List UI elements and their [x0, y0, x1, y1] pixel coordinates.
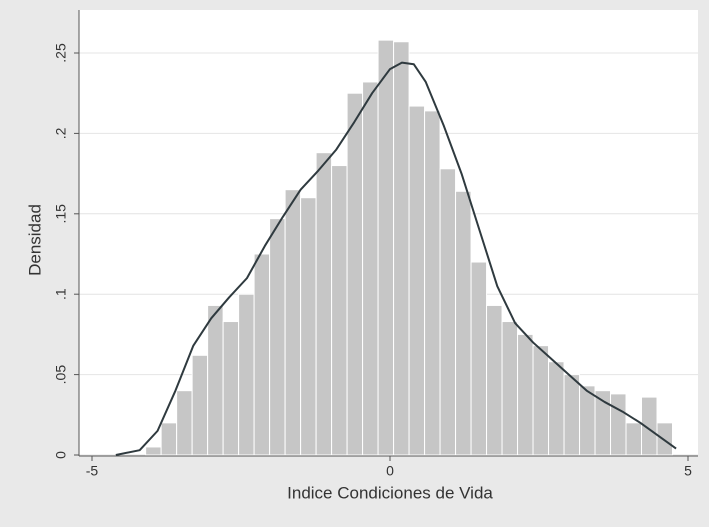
bar — [424, 110, 441, 456]
bar — [408, 105, 426, 456]
bar — [470, 261, 488, 456]
bar — [331, 165, 348, 456]
bar — [656, 422, 674, 456]
y-tick-label: .25 — [53, 43, 69, 63]
x-tick-label: 0 — [386, 463, 394, 479]
bar — [253, 253, 271, 456]
x-tick-label: 5 — [684, 463, 692, 479]
y-tick-label: .15 — [53, 204, 69, 224]
bar — [207, 304, 224, 456]
x-tick-label: -5 — [86, 463, 99, 479]
density-line — [115, 61, 677, 456]
bar — [486, 304, 503, 456]
bar — [176, 390, 193, 456]
bar — [160, 422, 178, 456]
y-tick-label: .1 — [53, 288, 69, 300]
bar — [362, 81, 379, 456]
bar — [191, 354, 209, 456]
bar — [269, 218, 286, 456]
bar — [517, 333, 534, 456]
bar — [284, 189, 302, 456]
bar — [238, 293, 255, 456]
x-axis-title: Indice Condiciones de Vida — [287, 483, 493, 502]
y-tick-label: 0 — [53, 451, 69, 459]
y-tick-label: .2 — [53, 127, 69, 139]
bar — [315, 152, 333, 456]
bar — [377, 39, 395, 456]
bar — [579, 385, 596, 456]
bar — [145, 446, 162, 456]
bar — [439, 168, 457, 456]
bar — [300, 197, 317, 456]
bar — [393, 41, 410, 456]
bar — [346, 92, 364, 456]
y-tick-label: .05 — [53, 365, 69, 385]
bar — [610, 393, 627, 456]
bar — [532, 345, 550, 456]
bar — [455, 190, 472, 456]
bar — [548, 361, 565, 456]
bar — [222, 321, 240, 456]
y-axis-title: Densidad — [25, 204, 44, 276]
bar — [501, 321, 519, 456]
bar — [625, 422, 643, 456]
bar — [563, 374, 581, 456]
